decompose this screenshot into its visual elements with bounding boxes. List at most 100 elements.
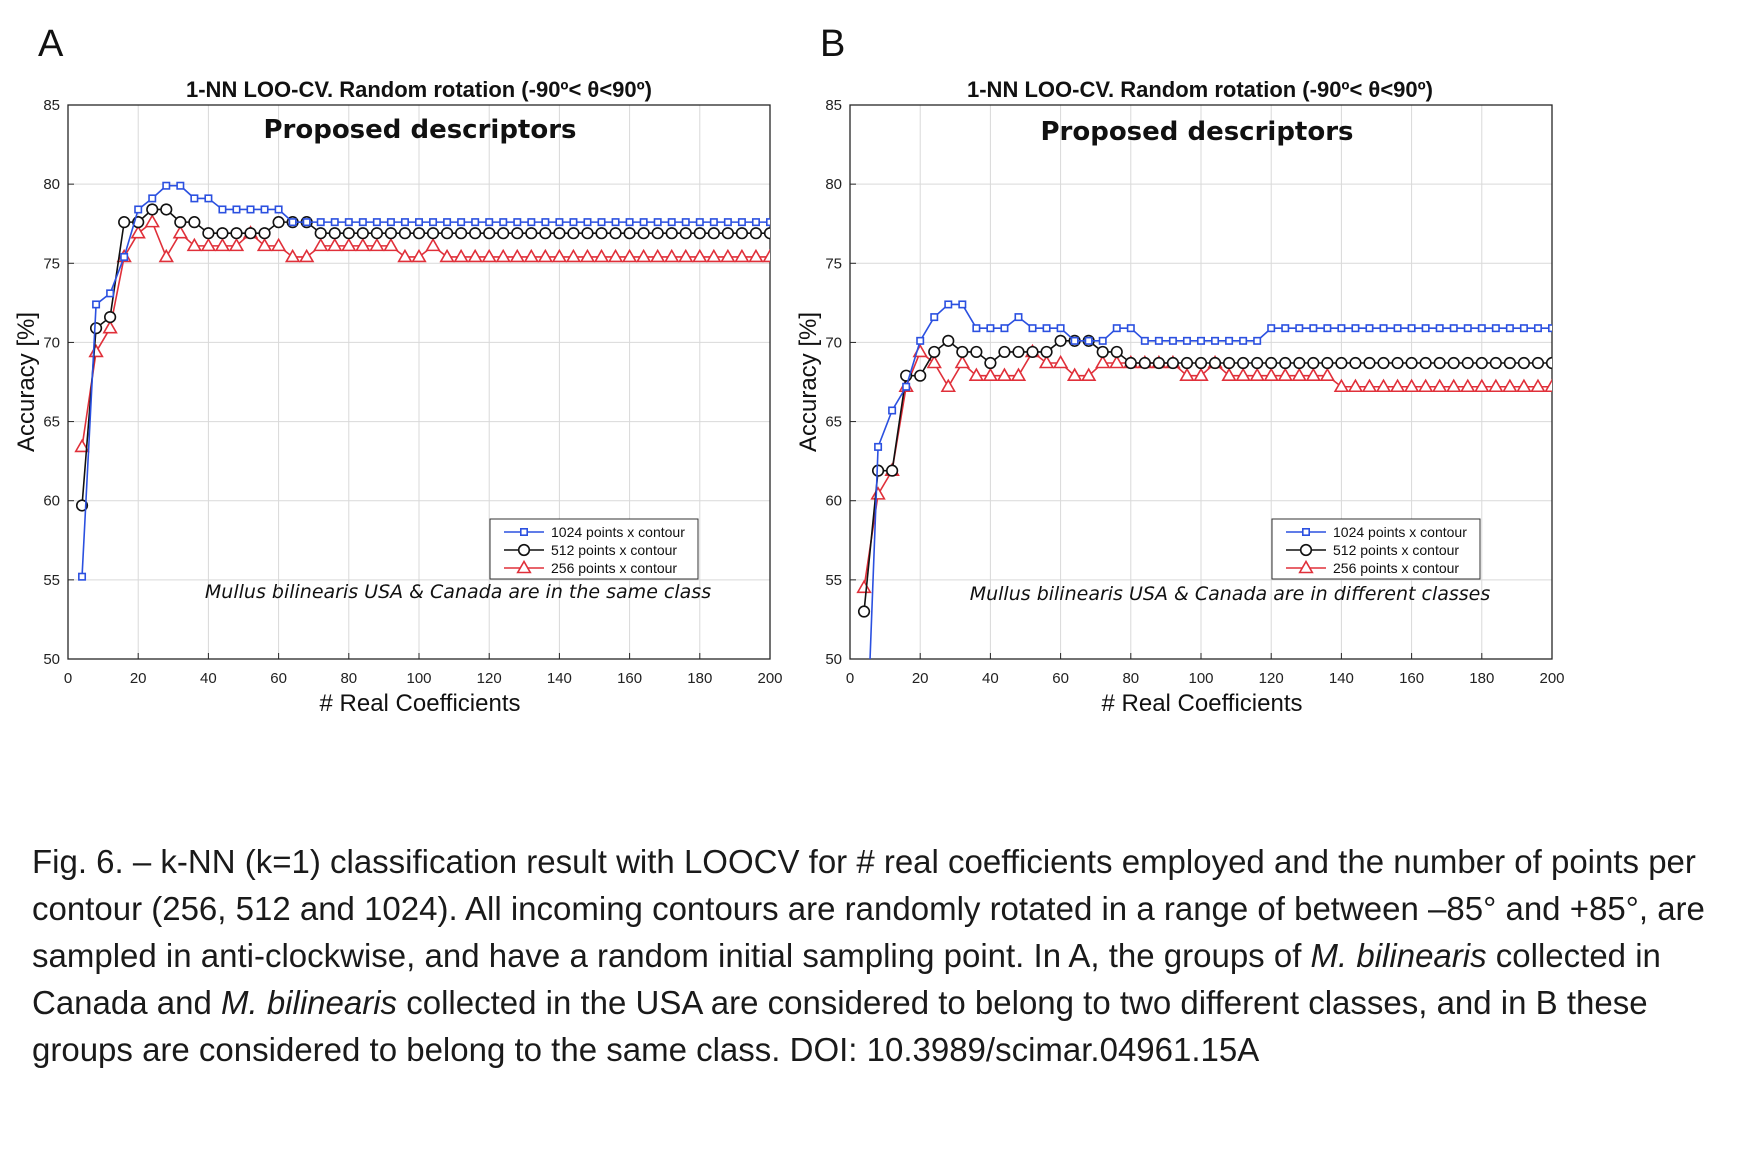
data-point [1263, 367, 1279, 381]
x-tick-label: 160 [617, 670, 642, 687]
data-point [623, 227, 636, 240]
data-point [1277, 367, 1293, 381]
caption-text-2: collected in Canada and [32, 937, 1661, 1021]
data-point [274, 205, 283, 214]
data-point [1305, 367, 1322, 381]
data-point [1179, 367, 1195, 381]
data-point [258, 227, 271, 240]
data-point [1393, 324, 1402, 333]
legend-marker [1301, 527, 1310, 536]
x-tick-label: 120 [477, 670, 502, 687]
data-point [651, 227, 664, 240]
data-point [1333, 378, 1350, 393]
data-point [1517, 356, 1531, 370]
data-point [692, 248, 708, 263]
data-point [499, 218, 508, 227]
data-point [78, 572, 87, 581]
legend-swatch-256 [1286, 559, 1326, 574]
data-point [653, 218, 662, 227]
y-tick-label: 65 [43, 414, 60, 431]
panel-label: A [38, 23, 64, 65]
data-point [998, 345, 1011, 359]
data-point [1010, 367, 1027, 381]
data-point [372, 218, 381, 227]
caption-species-2: M. bilinearis [221, 984, 398, 1021]
data-point [74, 438, 90, 453]
data-point [707, 227, 720, 240]
chart-panel-a: A 1-NN LOO-CV. Random rotation (-90º< θ<… [0, 0, 870, 800]
legend-marker [519, 527, 528, 536]
data-point [681, 218, 690, 227]
data-point [1109, 354, 1125, 369]
data-point [551, 248, 568, 263]
data-point [344, 218, 353, 227]
data-point [284, 248, 301, 263]
data-point [857, 605, 871, 618]
data-point [1126, 324, 1135, 333]
data-point [1488, 378, 1504, 393]
data-point [1389, 378, 1406, 393]
data-point [1070, 336, 1079, 345]
legend-label-1024: 1024 points x contour [551, 524, 685, 540]
x-axis-label: # Real Coefficients [320, 690, 521, 717]
data-point [944, 300, 953, 309]
y-tick-label: 75 [825, 255, 842, 272]
data-point [1000, 324, 1009, 333]
data-point [89, 322, 103, 335]
data-point [342, 227, 355, 240]
data-point [174, 216, 187, 229]
data-point [1446, 378, 1462, 393]
data-point [1347, 378, 1364, 393]
data-point [1365, 324, 1374, 333]
x-axis-label: # Real Coefficients [1102, 690, 1303, 717]
data-point [1516, 378, 1532, 393]
x-tick-label: 40 [982, 670, 999, 687]
chart-title: 1-NN LOO-CV. Random rotation (-90º< θ<90… [967, 77, 1433, 102]
data-point [607, 248, 624, 263]
data-point [1056, 324, 1065, 333]
data-point [1265, 356, 1278, 370]
data-point [1281, 324, 1290, 333]
data-point [693, 227, 706, 240]
data-point [190, 194, 199, 203]
x-tick-label: 140 [547, 670, 572, 687]
data-point [1054, 334, 1067, 347]
data-point [218, 205, 227, 214]
data-point [1419, 356, 1432, 370]
data-point [1489, 356, 1502, 370]
data-point [527, 218, 536, 227]
data-point [763, 227, 770, 240]
data-point [579, 248, 596, 263]
data-point [358, 218, 367, 227]
x-tick-label: 20 [912, 670, 929, 687]
data-point [1096, 345, 1109, 359]
data-point [1417, 378, 1434, 393]
data-point [230, 227, 243, 240]
data-point [954, 354, 971, 369]
data-point [1182, 336, 1191, 345]
data-point [134, 205, 143, 214]
data-point [621, 248, 638, 263]
data-point [369, 237, 385, 252]
data-point [695, 218, 704, 227]
x-tick-label: 20 [130, 670, 147, 687]
y-axis-label: Accuracy [%] [795, 312, 822, 452]
data-point [1221, 367, 1237, 381]
data-point [288, 218, 297, 227]
data-point [748, 248, 764, 263]
data-point [1140, 336, 1149, 345]
data-point [1124, 356, 1137, 370]
plot-frame [67, 104, 771, 660]
series-line [81, 184, 770, 577]
x-tick-label: 80 [340, 670, 357, 687]
data-point [469, 227, 482, 240]
data-point [665, 227, 678, 240]
data-point [664, 248, 680, 263]
data-point [861, 814, 867, 820]
series-group [74, 181, 770, 581]
data-point [244, 227, 257, 240]
data-point [1533, 324, 1542, 333]
data-point [1196, 336, 1205, 345]
x-tick-label: 160 [1399, 670, 1424, 687]
data-point [1026, 345, 1039, 359]
